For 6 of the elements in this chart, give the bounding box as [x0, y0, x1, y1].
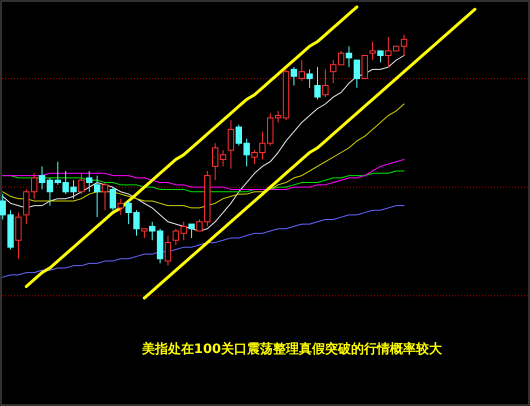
text: 美指处在100关口震荡整理真假突破的行情概率较大	[140, 341, 444, 357]
candlestick	[118, 198, 124, 216]
candlestick	[228, 120, 234, 170]
candlestick	[94, 175, 100, 218]
candlestick	[369, 41, 376, 61]
candlestick	[86, 170, 92, 192]
